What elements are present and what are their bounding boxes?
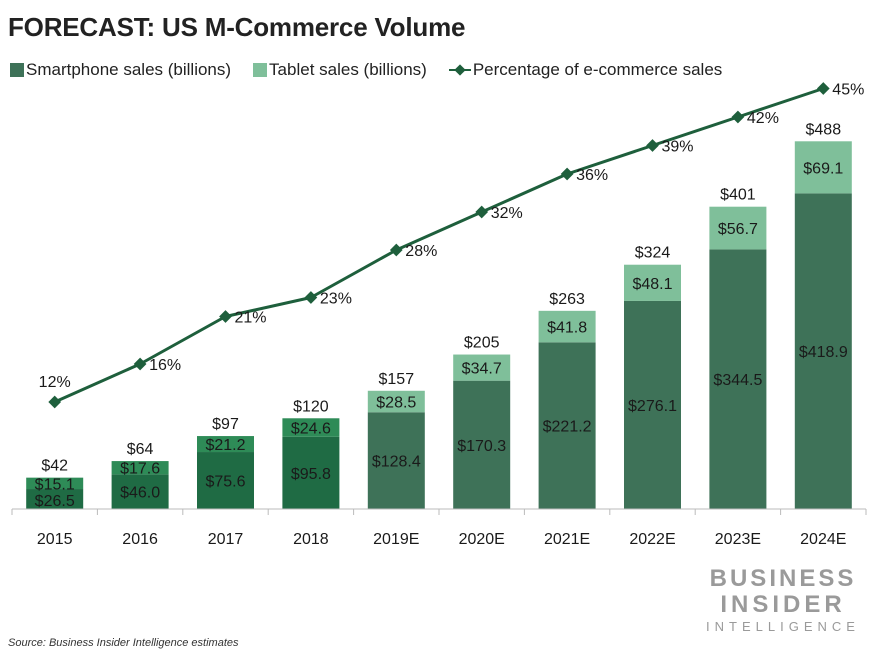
data-label-smartphone-2021E: $221.2 (543, 419, 592, 436)
line-label-2019E: 28% (405, 243, 437, 260)
bar-smartphone-2024E (794, 193, 852, 509)
x-tick-2015: 2015 (37, 531, 73, 548)
line-label-2016: 16% (149, 357, 181, 374)
bar-smartphone-2020E (453, 380, 511, 509)
bar-tablet-2023E (709, 206, 767, 250)
bar-smartphone-2016 (111, 474, 169, 509)
data-label-total-2024E: $488 (806, 121, 842, 138)
chart-legend: Smartphone sales (billions) Tablet sales… (10, 58, 744, 82)
data-label-tablet-2018: $24.6 (291, 421, 331, 438)
x-tick-2017: 2017 (208, 531, 244, 548)
bar-smartphone-2019E (367, 412, 425, 509)
data-label-tablet-2024E: $69.1 (803, 160, 843, 177)
legend-swatch-percentage (448, 63, 471, 77)
legend-swatch-tablet (253, 63, 268, 77)
bar-tablet-2017 (197, 436, 254, 453)
bar-smartphone-2018 (282, 436, 340, 509)
legend-item-smartphone: Smartphone sales (billions) (10, 60, 231, 80)
legend-item-percentage: Percentage of e-commerce sales (448, 60, 723, 80)
line-point-2017 (219, 310, 232, 323)
data-label-smartphone-2016: $46.0 (120, 485, 160, 502)
legend-label-smartphone: Smartphone sales (billions) (26, 60, 232, 79)
data-label-tablet-2015: $15.1 (35, 476, 75, 493)
data-label-total-2020E: $205 (464, 335, 500, 352)
bar-tablet-2020E (453, 354, 511, 381)
bar-tablet-2019E (367, 390, 425, 413)
data-label-smartphone-2019E: $128.4 (372, 454, 421, 471)
chart-title: FORECAST: US M-Commerce Volume (8, 12, 466, 42)
data-label-tablet-2023E: $56.7 (718, 221, 758, 238)
data-label-smartphone-2022E: $276.1 (628, 398, 677, 415)
data-label-tablet-2020E: $34.7 (462, 361, 502, 378)
data-label-tablet-2021E: $41.8 (547, 320, 587, 337)
data-label-smartphone-2024E: $418.9 (799, 344, 848, 361)
data-label-total-2019E: $157 (379, 371, 415, 388)
line-point-2015 (48, 395, 62, 409)
line-label-2023E: 42% (747, 110, 779, 127)
data-label-smartphone-2023E: $344.5 (713, 372, 762, 389)
bar-tablet-2015 (26, 477, 84, 490)
data-label-total-2022E: $324 (635, 245, 671, 262)
data-label-total-2016: $64 (127, 441, 154, 458)
data-label-smartphone-2017: $75.6 (205, 474, 245, 491)
line-point-2024E (816, 82, 830, 95)
line-point-2019E (389, 243, 403, 257)
x-tick-2018: 2018 (293, 531, 329, 548)
line-point-2018 (304, 291, 318, 304)
source-note: Source: Business Insider Intelligence es… (8, 637, 239, 649)
legend-label-percentage: Percentage of e-commerce sales (472, 60, 723, 79)
line-label-2022E: 39% (662, 139, 694, 156)
line-point-2023E (731, 110, 745, 124)
brand-line-1: BUSINESS (709, 565, 857, 592)
x-tick-2022E: 2022E (629, 531, 675, 548)
line-point-2021E (560, 167, 574, 181)
line-label-2021E: 36% (576, 167, 608, 184)
bar-smartphone-2015 (26, 489, 84, 509)
legend-label-tablet: Tablet sales (billions) (269, 60, 427, 79)
data-label-tablet-2022E: $48.1 (632, 276, 672, 293)
data-label-total-2017: $97 (212, 416, 239, 433)
brand-line-3: INTELLIGENCE (706, 619, 860, 634)
line-label-2024E: 45% (832, 82, 864, 99)
bar-tablet-2018 (282, 418, 340, 437)
x-tick-2023E: 2023E (715, 531, 761, 548)
data-label-smartphone-2020E: $170.3 (457, 438, 506, 455)
x-tick-2020E: 2020E (459, 531, 505, 548)
bar-tablet-2022E (624, 264, 681, 301)
bar-smartphone-2022E (624, 300, 681, 509)
data-label-total-2023E: $401 (720, 187, 756, 204)
x-tick-2024E: 2024E (800, 531, 846, 548)
data-label-smartphone-2018: $95.8 (291, 466, 331, 483)
data-label-total-2018: $120 (293, 398, 329, 415)
bar-smartphone-2017 (197, 452, 254, 509)
legend-swatch-smartphone (10, 63, 24, 77)
bar-tablet-2024E (794, 141, 852, 194)
data-label-total-2015: $42 (41, 458, 68, 475)
bar-smartphone-2021E (538, 342, 596, 509)
line-label-2015: 12% (39, 374, 71, 391)
data-label-tablet-2019E: $28.5 (376, 395, 416, 412)
line-label-2017: 21% (235, 310, 267, 327)
x-tick-2019E: 2019E (373, 531, 419, 548)
data-label-tablet-2017: $21.2 (205, 437, 245, 454)
line-point-2020E (475, 205, 489, 219)
business-insider-logo: BUSINESS INSIDER INTELLIGENCE (706, 566, 860, 636)
line-point-2016 (133, 357, 147, 371)
bar-tablet-2016 (111, 461, 169, 475)
line-percentage-ecommerce (54, 87, 824, 404)
bar-smartphone-2023E (709, 249, 767, 509)
line-label-2018: 23% (320, 291, 352, 308)
x-tick-2016: 2016 (122, 531, 158, 548)
data-label-smartphone-2015: $26.5 (35, 493, 75, 510)
bar-tablet-2021E (538, 310, 596, 343)
data-label-total-2021E: $263 (549, 291, 585, 308)
x-tick-2021E: 2021E (544, 531, 590, 548)
legend-item-tablet: Tablet sales (billions) (253, 60, 427, 80)
line-label-2020E: 32% (491, 205, 523, 222)
data-label-tablet-2016: $17.6 (120, 461, 160, 478)
line-point-2022E (646, 139, 659, 152)
brand-line-2: INSIDER (720, 591, 846, 618)
